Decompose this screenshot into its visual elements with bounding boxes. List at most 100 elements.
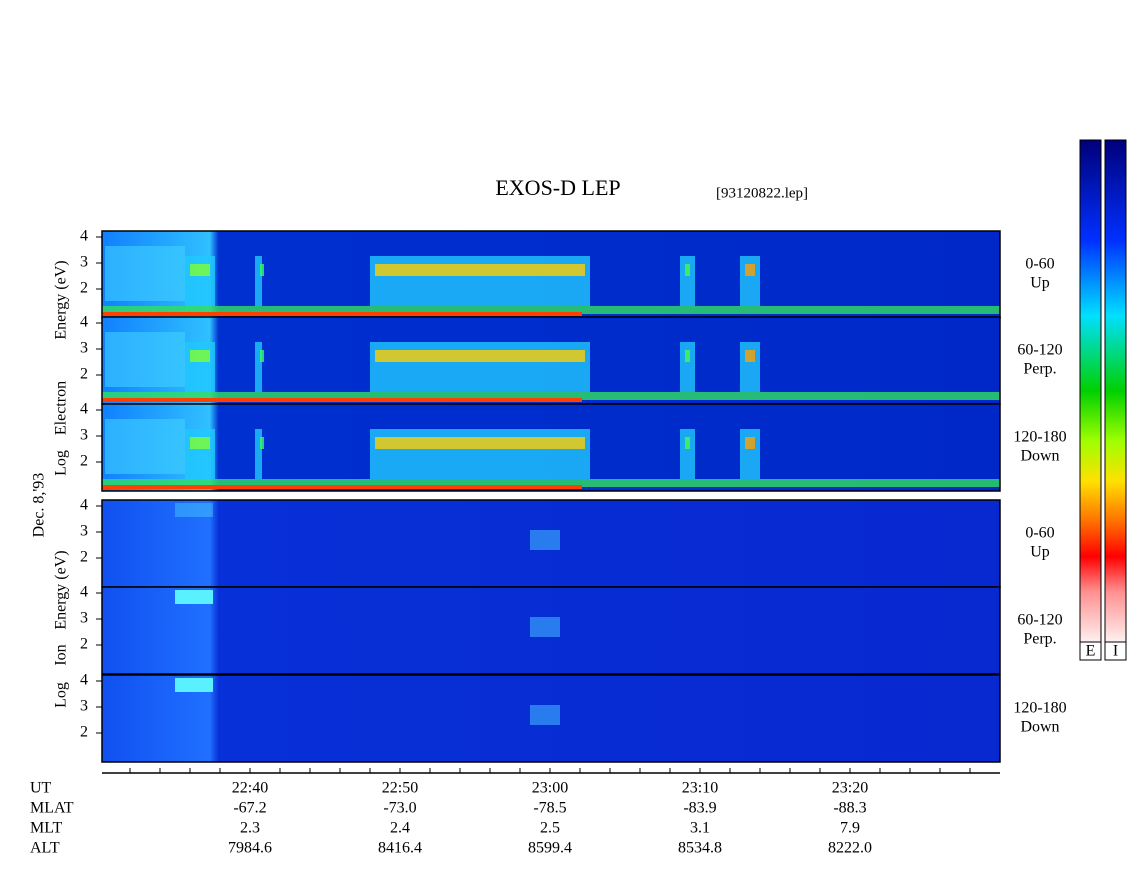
- orbit-value: -67.2: [233, 800, 266, 817]
- orbit-value: 2.4: [390, 820, 410, 837]
- spectrogram-feature: [370, 429, 590, 479]
- orbit-value: 23:10: [682, 780, 718, 797]
- date-label: Dec. 8,'93: [31, 473, 48, 538]
- row-label: ALT: [30, 840, 60, 857]
- orbit-value: 22:50: [382, 780, 418, 797]
- y-tick-label: 3: [80, 698, 88, 715]
- panel-frame: [101, 403, 1001, 492]
- pitch-direction: Perp.: [1023, 631, 1056, 648]
- y-tick-label: 4: [80, 497, 88, 514]
- pitch-direction: Perp.: [1023, 361, 1056, 378]
- spectrogram-feature: [255, 342, 262, 392]
- spectrogram-feature: [260, 350, 264, 362]
- colorbar-label: I: [1113, 643, 1118, 660]
- spectrogram-feature: [175, 503, 213, 517]
- y-tick-label: 3: [80, 523, 88, 540]
- axis-label: Energy (eV): [53, 550, 70, 629]
- spectrogram-band: [102, 306, 1000, 314]
- panel-frame: [101, 674, 1001, 763]
- spectrogram-feature: [375, 350, 585, 362]
- y-tick-label: 4: [80, 584, 88, 601]
- y-tick-label: 2: [80, 636, 88, 653]
- orbit-value: 7.9: [840, 820, 860, 837]
- spectrogram-feature: [370, 256, 590, 306]
- spectrogram-feature: [190, 350, 210, 362]
- spectrogram-feature: [190, 264, 210, 276]
- spectrogram-feature: [685, 437, 690, 449]
- axis-label: Log: [53, 682, 70, 708]
- pitch-range: 120-180: [1013, 700, 1066, 717]
- y-tick-label: 2: [80, 366, 88, 383]
- title: EXOS-D LEP: [495, 175, 620, 200]
- orbit-value: 7984.6: [228, 840, 272, 857]
- spectrogram-band: [102, 479, 1000, 487]
- y-tick-label: 3: [80, 340, 88, 357]
- y-tick-label: 2: [80, 724, 88, 741]
- orbit-value: 2.5: [540, 820, 560, 837]
- row-label: MLT: [30, 820, 63, 837]
- spectrogram-feature: [740, 342, 760, 392]
- orbit-value: 23:20: [832, 780, 868, 797]
- orbit-value: -83.9: [683, 800, 716, 817]
- y-tick-label: 4: [80, 672, 88, 689]
- colorbar-label: E: [1086, 643, 1096, 660]
- spectrogram-feature: [105, 246, 185, 301]
- orbit-value: 23:00: [532, 780, 568, 797]
- file-name: [93120822.lep]: [716, 185, 808, 201]
- axis-label: Ion: [53, 644, 70, 665]
- pitch-direction: Up: [1030, 275, 1050, 292]
- axis-label: Electron: [53, 381, 70, 435]
- spectrogram-feature: [530, 530, 560, 550]
- spectrogram-feature: [740, 256, 760, 306]
- spectrogram-feature: [375, 264, 585, 276]
- pitch-range: 0-60: [1025, 525, 1054, 542]
- spectrogram-feature: [375, 437, 585, 449]
- spectrogram-feature: [680, 342, 695, 392]
- pitch-range: 60-120: [1017, 342, 1062, 359]
- spectrogram-feature: [680, 256, 695, 306]
- colorbar: [1104, 139, 1127, 643]
- spectrogram-feature: [105, 419, 185, 474]
- spectrogram-band: [102, 312, 582, 316]
- spectrogram-feature: [530, 705, 560, 725]
- spectrogram-feature: [745, 350, 755, 362]
- spectrogram-feature: [530, 617, 560, 637]
- spectrogram-feature: [685, 350, 690, 362]
- spectrogram-feature: [185, 429, 215, 479]
- y-tick-label: 3: [80, 427, 88, 444]
- orbit-value: -78.5: [533, 800, 566, 817]
- colorbar-box: [1079, 641, 1102, 661]
- spectrogram-feature: [175, 678, 213, 692]
- colorbar-box: [1104, 641, 1127, 661]
- spectrogram-feature: [260, 264, 264, 276]
- spectrogram-feature: [175, 590, 213, 604]
- spectrogram-feature: [190, 437, 210, 449]
- pitch-range: 60-120: [1017, 612, 1062, 629]
- y-tick-label: 3: [80, 610, 88, 627]
- spectrogram-feature: [185, 342, 215, 392]
- pitch-direction: Down: [1020, 719, 1059, 736]
- spectrogram-feature: [745, 264, 755, 276]
- pitch-direction: Up: [1030, 544, 1050, 561]
- spectrogram-feature: [745, 437, 755, 449]
- panel-frame: [101, 586, 1001, 675]
- axis-label: Log: [53, 450, 70, 476]
- row-label: UT: [30, 780, 52, 797]
- spectrogram-band: [102, 392, 1000, 400]
- spectrogram-feature: [255, 429, 262, 479]
- orbit-value: 2.3: [240, 820, 260, 837]
- orbit-value: 22:40: [232, 780, 268, 797]
- pitch-range: 0-60: [1025, 256, 1054, 273]
- spectrogram-feature: [740, 429, 760, 479]
- spectrogram-band: [102, 398, 582, 402]
- orbit-value: -73.0: [383, 800, 416, 817]
- y-tick-label: 2: [80, 549, 88, 566]
- colorbar: [1079, 139, 1102, 643]
- orbit-value: -88.3: [833, 800, 866, 817]
- orbit-value: 8599.4: [528, 840, 572, 857]
- axis-label: Energy (eV): [53, 260, 70, 339]
- spectrogram-feature: [680, 429, 695, 479]
- orbit-value: 8416.4: [378, 840, 422, 857]
- y-tick-label: 3: [80, 254, 88, 271]
